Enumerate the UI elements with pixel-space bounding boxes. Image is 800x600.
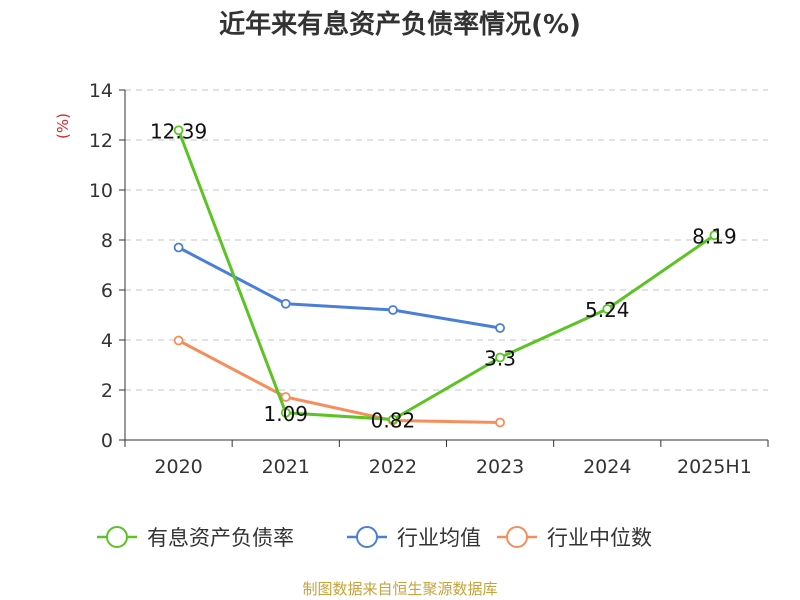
data-point (388, 305, 398, 315)
y-tick-label: 4 (101, 330, 113, 352)
legend-label: 行业均值 (397, 526, 481, 550)
chart-title: 近年来有息资产负债率情况(%) (219, 9, 581, 40)
series-layer (173, 125, 720, 428)
series-group (173, 242, 505, 333)
data-point (280, 392, 291, 402)
x-tick-label: 2024 (583, 456, 631, 478)
series-group (173, 125, 720, 425)
data-point (495, 352, 505, 363)
legend: 有息资产负债率 行业均值 行业中位数 (97, 526, 652, 550)
legend-item[interactable]: 有息资产负债率 (97, 526, 294, 550)
source-note: 制图数据来自恒生聚源数据库 (302, 580, 497, 598)
legend-swatch-marker (356, 526, 378, 548)
data-point (495, 323, 505, 333)
legend-label: 行业中位数 (547, 526, 652, 550)
y-tick-label: 8 (101, 230, 113, 252)
y-tick-label: 12 (89, 130, 113, 152)
legend-swatch-marker (106, 526, 128, 548)
legend-label: 有息资产负债率 (147, 526, 294, 550)
series-group (173, 335, 505, 428)
series-line (177, 339, 501, 424)
data-label: 5.24 (585, 298, 630, 322)
data-label: 1.09 (263, 402, 308, 426)
y-tick-label: 10 (89, 180, 113, 202)
series-line (177, 129, 716, 421)
x-tick-label: 2021 (262, 456, 310, 478)
data-labels: 12.39 1.09 0.82 3.3 5.24 8.19 (150, 119, 737, 432)
y-tick-label: 6 (101, 280, 113, 302)
data-label: 8.19 (692, 224, 737, 248)
data-point (388, 414, 398, 425)
data-point (173, 125, 184, 136)
x-tick-label: 2025H1 (677, 456, 752, 478)
data-point (709, 230, 720, 241)
data-point (173, 335, 184, 346)
data-label: 12.39 (150, 119, 207, 143)
data-label: 0.82 (371, 409, 416, 433)
y-tick-label: 14 (89, 80, 113, 102)
legend-swatch-marker (506, 526, 528, 548)
legend-item[interactable]: 行业中位数 (497, 526, 652, 550)
x-tick-label: 2022 (369, 456, 417, 478)
data-point (173, 242, 184, 253)
data-point (495, 417, 505, 428)
y-tick-label: 2 (101, 380, 113, 402)
axes: 0 2 4 6 8 10 12 14 2020 2021 2022 2023 2024 2025H1 (89, 80, 769, 478)
y-axis-unit-label: (%) (54, 113, 72, 139)
data-label: 3.3 (484, 347, 516, 371)
legend-item[interactable]: 行业均值 (347, 526, 481, 550)
data-point (280, 298, 291, 309)
x-tick-label: 2020 (154, 456, 202, 478)
x-tick-label: 2023 (476, 456, 524, 478)
data-point (280, 407, 291, 418)
y-tick-label: 0 (101, 430, 113, 452)
data-point (602, 304, 613, 314)
